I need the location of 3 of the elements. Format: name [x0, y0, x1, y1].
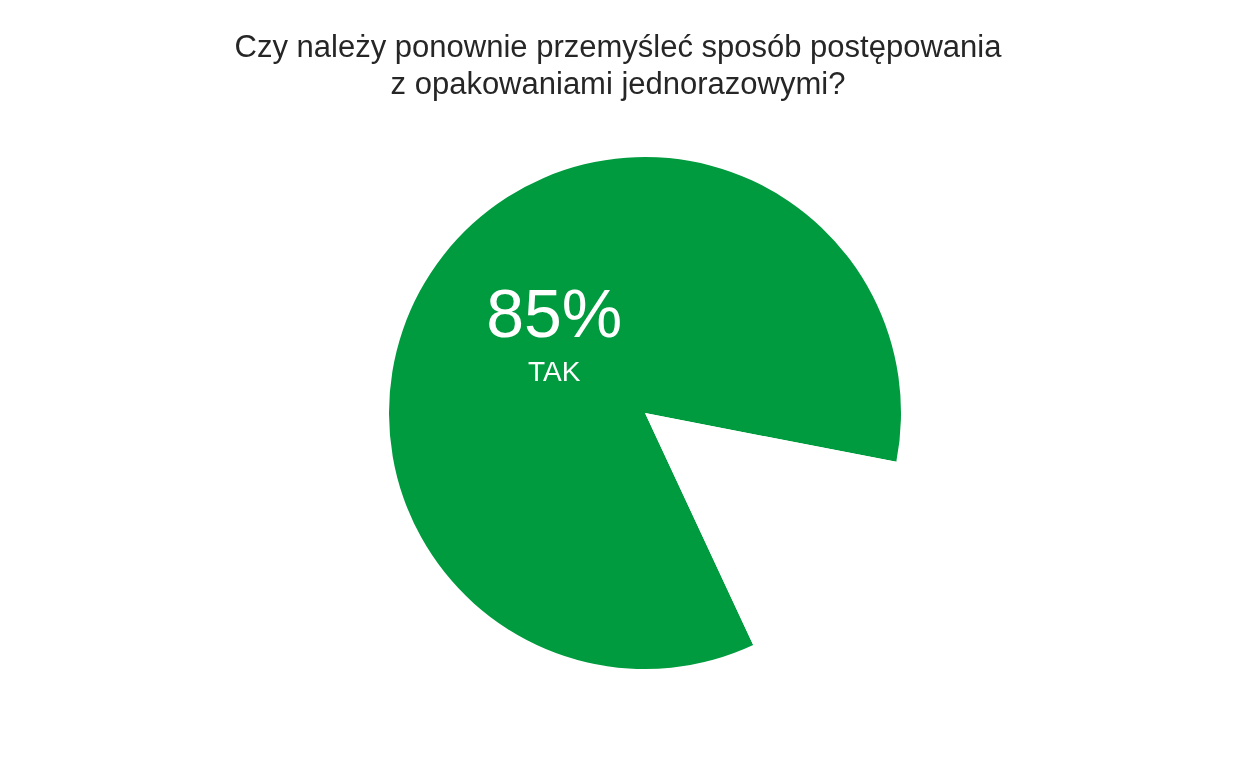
data-label: 85% [486, 275, 623, 352]
slice-label: TAK [528, 356, 581, 388]
chart-title: Czy należy ponownie przemyśleć sposób postępowania z opakowaniami jednorazowymi? [233, 28, 1003, 102]
